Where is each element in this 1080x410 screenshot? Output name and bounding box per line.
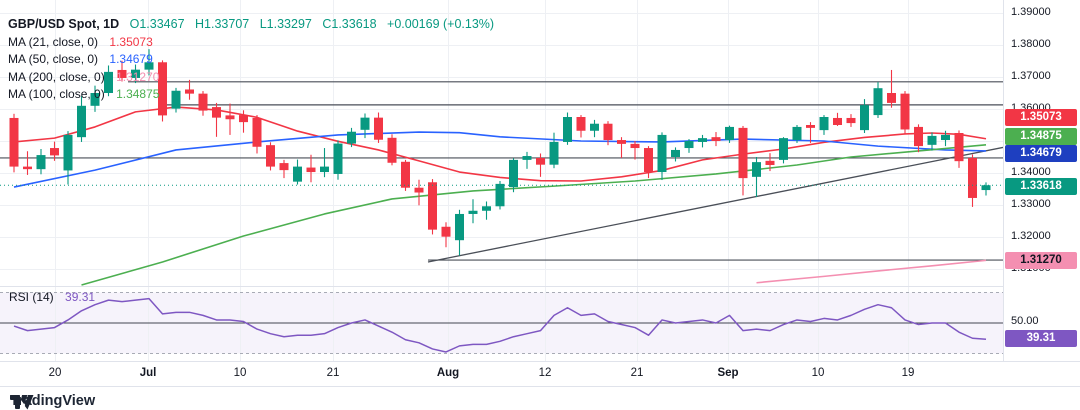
time-axis[interactable]: 20 Jul 10 21 Aug 12 21 Sep 10 19 — [0, 361, 1080, 387]
price-axis-label: 1.32000 — [1011, 230, 1051, 242]
horizontal-level-lines — [0, 81, 1003, 261]
legend: GBP/USD Spot, 1D O1.33467 H1.33707 L1.33… — [8, 16, 494, 104]
legend-row-ma100[interactable]: MA (100, close, 0) 1.34875 — [8, 86, 494, 104]
ma21-label: MA (21, close, 0) — [8, 34, 99, 49]
price-axis-label: 1.37000 — [1011, 70, 1051, 82]
price-axis-label: 1.39000 — [1011, 6, 1051, 18]
ma100-value: 1.34875 — [116, 87, 160, 101]
price-axis-label: 1.33000 — [1011, 198, 1051, 210]
time-axis-label: 20 — [48, 367, 62, 379]
ma50-line — [13, 131, 987, 188]
legend-row-ma200[interactable]: MA (200, close, 0) 1.31270 — [8, 69, 494, 87]
tradingview-logo[interactable]: TradingView — [10, 392, 95, 410]
price-badge: 1.31270 — [1005, 251, 1077, 269]
time-axis-label: 10 — [811, 367, 825, 379]
rsi-pane[interactable] — [0, 286, 1003, 362]
time-axis-label: Sep — [717, 367, 739, 379]
change-value: +0.00169 (+0.13%) — [387, 17, 495, 31]
rsi-legend-row[interactable]: RSI (14) 39.31 — [9, 290, 95, 304]
ma200-line — [756, 259, 987, 284]
ma21-value: 1.35073 — [109, 34, 153, 49]
ma100-line — [81, 144, 987, 286]
rsi-label: RSI (14) — [9, 290, 54, 304]
time-axis-label: 21 — [630, 367, 644, 379]
price-badge: 1.33618 — [1005, 177, 1077, 195]
rsi-line — [13, 297, 987, 353]
price-badge: 1.34679 — [1005, 144, 1077, 162]
price-badge: 1.35073 — [1005, 108, 1077, 126]
main-price-pane[interactable] — [0, 0, 1003, 286]
ma50-value: 1.34679 — [109, 52, 153, 66]
rsi-value-badge: 39.31 — [1005, 329, 1077, 347]
symbol-title-row[interactable]: GBP/USD Spot, 1D O1.33467 H1.33707 L1.33… — [8, 16, 494, 34]
candles-layer — [9, 49, 991, 256]
price-badge: 1.34875 — [1005, 127, 1077, 145]
ma200-value: 1.31270 — [116, 69, 160, 84]
ma21-line — [13, 106, 987, 182]
rsi-axis-label: 50.00 — [1011, 315, 1039, 327]
open-value: O1.33467 — [129, 17, 185, 31]
time-axis-label: Aug — [436, 367, 460, 379]
ascending-trendline — [427, 146, 1003, 263]
symbol-title: GBP/USD Spot, 1D — [8, 17, 120, 31]
rsi-band-lines — [0, 292, 1003, 354]
time-axis-label: Jul — [139, 367, 157, 379]
price-axis-label: 1.38000 — [1011, 38, 1051, 50]
ma50-label: MA (50, close, 0) — [8, 52, 99, 66]
time-axis-label: 21 — [326, 367, 340, 379]
time-axis-label: 19 — [901, 367, 915, 379]
ma100-label: MA (100, close, 0) — [8, 87, 105, 101]
rsi-value: 39.31 — [65, 290, 96, 304]
high-value: H1.33707 — [195, 17, 250, 31]
time-axis-label: 12 — [538, 367, 552, 379]
legend-row-ma21[interactable]: MA (21, close, 0) 1.35073 — [8, 34, 494, 52]
low-value: L1.33297 — [259, 17, 312, 31]
tradingview-logo-icon — [10, 394, 34, 409]
close-value: C1.33618 — [322, 17, 377, 31]
legend-row-ma50[interactable]: MA (50, close, 0) 1.34679 — [8, 51, 494, 69]
time-axis-label: 10 — [233, 367, 247, 379]
price-axis-label: 1.34000 — [1011, 166, 1051, 178]
ma200-label: MA (200, close, 0) — [8, 69, 105, 84]
